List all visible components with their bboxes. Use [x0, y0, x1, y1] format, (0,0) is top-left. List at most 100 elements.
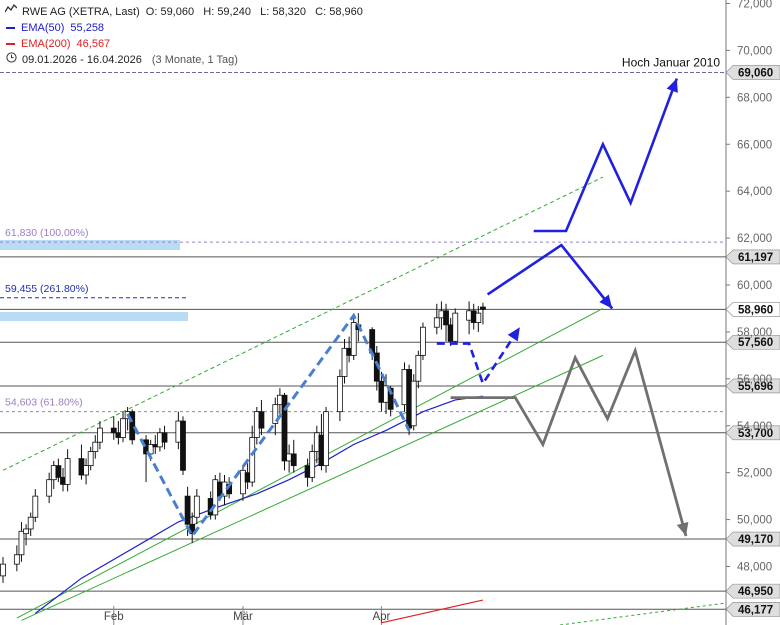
price-level-label: 55,696	[738, 381, 773, 393]
price-level-label: 61,197	[738, 252, 773, 264]
trend-line	[559, 602, 727, 625]
instrument-name: RWE AG (XETRA, Last)	[22, 6, 140, 18]
candle-body	[290, 453, 297, 467]
candlestick-icon	[4, 3, 18, 20]
chart-legend: RWE AG (XETRA, Last) O: 59,060 H: 59,240…	[4, 3, 363, 68]
price-level-badge	[725, 601, 780, 617]
candle-body	[309, 451, 316, 478]
legend-range-row: 09.01.2026 - 16.04.2026 (3 Monate, 1 Tag…	[4, 52, 363, 68]
scenario-turn-line	[486, 243, 614, 310]
candle-body	[433, 317, 440, 328]
y-tick-label: 50,000	[737, 515, 772, 527]
ohlc-values: O: 59,060 H: 59,240 L: 58,320 C: 58,960	[145, 6, 363, 18]
clock-icon	[4, 52, 18, 68]
candle-body	[272, 404, 279, 424]
candle-body	[64, 458, 71, 485]
y-tick-label: 58,000	[737, 327, 772, 339]
price-level-badge	[725, 378, 780, 394]
price-level-label: 58,960	[738, 304, 773, 316]
price-level-label: 69,060	[738, 67, 773, 79]
arrow-down-icon	[599, 294, 613, 309]
price-level-label: 46,950	[738, 586, 773, 598]
price-level-label: 46,177	[738, 604, 773, 616]
candle-body	[475, 312, 482, 323]
candle-body	[13, 554, 20, 565]
level-annotation: Hoch Januar 2010	[622, 55, 720, 69]
price-level-badge	[725, 425, 780, 441]
candle-body	[120, 418, 126, 438]
price-level-badge	[725, 65, 780, 80]
candle-body	[23, 528, 29, 535]
candle-body	[387, 387, 394, 410]
candle-body	[420, 326, 426, 356]
candle-body	[83, 465, 89, 476]
y-tick-label: 68,000	[737, 92, 772, 104]
ema200-line	[381, 599, 484, 624]
x-tick-label: Mär	[233, 611, 253, 623]
ema200-value: 46,567	[76, 38, 111, 50]
arrow-up-icon	[666, 78, 678, 93]
ema200-swatch	[6, 43, 15, 45]
trend-line	[21, 354, 604, 621]
candle-body	[18, 530, 25, 556]
fib-band	[0, 240, 180, 250]
candle-body	[249, 437, 256, 483]
candle-body	[27, 516, 34, 530]
price-level-badge	[725, 249, 780, 265]
arrow-down-icon	[676, 521, 689, 537]
candle-body	[46, 479, 53, 497]
legend-ema50-row: EMA(50) 55,258	[4, 20, 363, 36]
candle-body	[147, 444, 154, 455]
ema50-value: 55,258	[70, 22, 105, 34]
y-tick-label: 70,000	[737, 45, 772, 57]
candle-body	[480, 306, 486, 310]
y-tick-label: 54,000	[737, 421, 772, 433]
price-level-badge	[725, 531, 780, 547]
date-range: 09.01.2026 - 16.04.2026	[22, 54, 142, 66]
scenario-bearish-line	[450, 346, 688, 537]
candle-body	[180, 420, 186, 471]
candle-body	[110, 427, 117, 434]
ema50-line	[34, 395, 483, 614]
fib-label: 61,830 (100.00%)	[5, 227, 88, 239]
y-tick-label: 48,000	[737, 562, 772, 574]
candle-body	[323, 411, 329, 467]
candle-body	[32, 495, 39, 518]
trend-line	[2, 176, 604, 471]
range-detail: (3 Monate, 1 Tag)	[151, 54, 238, 66]
fib-label: 59,455 (261.80%)	[5, 283, 88, 295]
price-level-label: 49,170	[738, 534, 773, 546]
candle-body	[184, 495, 191, 525]
candle-body	[193, 495, 200, 518]
candle-body	[129, 411, 136, 441]
legend-instrument-row: RWE AG (XETRA, Last) O: 59,060 H: 59,240…	[4, 3, 363, 20]
candle-body	[415, 354, 422, 382]
candle-body	[281, 394, 288, 462]
price-level-label: 57,560	[738, 337, 773, 349]
fib-label: 54,603 (61.80%)	[5, 397, 83, 409]
scenario-dashed-line	[436, 326, 521, 387]
legend-ema200-row: EMA(200) 46,567	[4, 36, 363, 52]
candle-body	[336, 376, 343, 413]
price-level-badge	[725, 334, 780, 350]
price-level-badge	[725, 583, 780, 599]
ema50-swatch	[6, 27, 15, 29]
candle-body	[212, 479, 219, 516]
candle-body	[161, 432, 168, 443]
candle-body	[55, 465, 62, 478]
x-tick-label: Feb	[104, 611, 124, 623]
candle-body	[452, 312, 459, 342]
candle-body	[97, 427, 103, 443]
ema50-label: EMA(50)	[21, 22, 65, 34]
candle-body	[87, 451, 94, 467]
x-tick-label: Apr	[372, 611, 390, 623]
y-tick-label: 62,000	[737, 233, 772, 245]
candle-body	[410, 380, 417, 427]
price-level-label: 53,700	[738, 428, 773, 440]
pattern-line	[126, 312, 411, 539]
price-level-badge	[725, 302, 780, 317]
y-tick-label: 52,000	[737, 468, 772, 480]
candle-body	[92, 441, 99, 452]
candle-body	[258, 411, 265, 429]
